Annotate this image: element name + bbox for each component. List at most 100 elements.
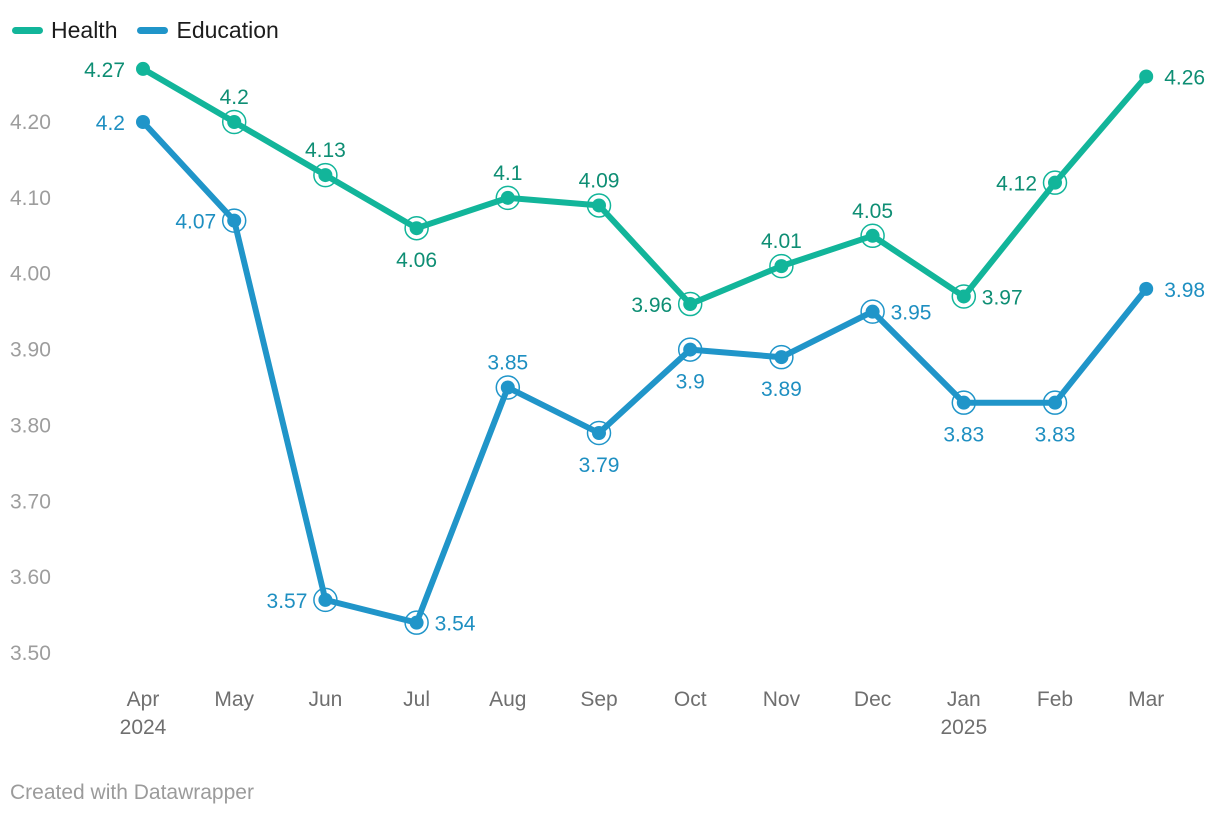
health-point [318, 168, 333, 183]
x-axis-tick-label: Jan [947, 688, 981, 711]
education-value-label: 4.2 [96, 112, 125, 135]
education-point-ring [677, 337, 703, 362]
x-axis-tick-label: Jul [403, 688, 430, 711]
health-point [1048, 175, 1062, 190]
education-value-label: 4.07 [175, 211, 216, 234]
education-point [500, 380, 515, 395]
health-point [592, 198, 606, 213]
x-axis-tick-label: Oct [674, 688, 707, 711]
health-point [865, 228, 880, 243]
y-axis-tick-label: 3.80 [10, 414, 51, 437]
legend-item-education: Education [137, 17, 279, 43]
health-value-label: 4.06 [396, 249, 437, 272]
education-value-label: 3.79 [579, 454, 620, 477]
health-point [774, 259, 789, 274]
health-value-label: 4.2 [220, 86, 249, 109]
health-value-label: 4.09 [579, 169, 620, 192]
y-axis-tick-label: 3.60 [10, 566, 51, 589]
y-axis-tick-label: 4.00 [10, 263, 51, 286]
education-value-label: 3.89 [761, 378, 802, 401]
y-axis-tick-label: 3.70 [10, 490, 51, 513]
education-value-label: 3.83 [943, 424, 984, 447]
education-point-ring [586, 420, 612, 446]
health-point [500, 190, 515, 205]
health-value-label: 4.27 [84, 59, 125, 82]
x-axis-tick-label: Dec [854, 688, 891, 711]
health-point-ring [404, 215, 429, 241]
health-point-ring [769, 253, 794, 279]
health-point-ring [586, 193, 612, 218]
education-value-label: 3.98 [1164, 279, 1205, 302]
legend-label-health: Health [51, 17, 118, 43]
education-line-swatch [137, 27, 169, 34]
health-point-ring [860, 223, 885, 249]
health-point [956, 289, 971, 304]
health-point [227, 115, 242, 129]
education-value-label: 3.95 [891, 302, 932, 325]
health-point [409, 221, 424, 236]
education-point [592, 426, 606, 441]
education-point-ring [951, 390, 977, 415]
education-point-ring [769, 344, 794, 370]
education-value-label: 3.85 [487, 351, 528, 374]
x-axis-tick-label: Feb [1037, 688, 1073, 711]
education-point-ring [404, 610, 429, 635]
x-axis-year-label: 2025 [940, 716, 987, 739]
education-point [136, 115, 150, 129]
y-axis-tick-label: 4.20 [10, 111, 51, 134]
y-axis-tick-label: 3.90 [10, 339, 51, 362]
health-point-ring [495, 185, 521, 211]
education-point [318, 592, 333, 607]
health-line-swatch [12, 27, 43, 34]
health-value-label: 4.12 [996, 173, 1037, 196]
health-value-label: 3.97 [982, 286, 1023, 309]
legend: Health Education [12, 19, 279, 42]
health-point [683, 297, 698, 312]
education-point [409, 615, 424, 630]
health-point-ring [951, 284, 977, 309]
health-point-ring [221, 109, 247, 135]
education-point [774, 350, 789, 365]
education-value-label: 3.54 [435, 613, 476, 636]
x-axis-year-label: 2024 [120, 716, 167, 739]
education-point-ring [313, 587, 338, 613]
education-point [683, 342, 698, 357]
health-value-label: 3.96 [631, 294, 672, 317]
education-value-label: 3.57 [267, 590, 308, 613]
education-point [1048, 395, 1062, 410]
education-point-ring [860, 299, 885, 324]
health-value-label: 4.05 [852, 200, 893, 223]
health-line [140, 65, 1150, 308]
x-axis-tick-label: May [214, 688, 254, 711]
education-point [956, 395, 971, 410]
legend-item-health: Health [12, 19, 117, 42]
education-point [865, 304, 880, 319]
education-point [1139, 281, 1154, 296]
education-point-ring [221, 208, 247, 233]
education-point-ring [495, 375, 521, 400]
education-value-label: 3.83 [1035, 424, 1076, 447]
health-point-ring [677, 291, 703, 317]
health-value-label: 4.26 [1164, 66, 1205, 89]
health-point-ring [1042, 170, 1068, 195]
y-axis-tick-label: 4.10 [10, 187, 51, 210]
x-axis-tick-label: Sep [580, 688, 617, 711]
education-value-label: 3.9 [676, 371, 705, 394]
health-value-label: 4.13 [305, 139, 346, 162]
x-axis-tick-label: Nov [763, 688, 801, 711]
health-point [1139, 69, 1154, 84]
x-axis-tick-label: Apr [127, 688, 160, 711]
health-point [136, 61, 150, 76]
attribution-text: Created with Datawrapper [10, 781, 254, 804]
x-axis-tick-label: Jun [308, 688, 342, 711]
education-line [140, 119, 1150, 626]
x-axis-tick-label: Aug [489, 688, 526, 711]
health-value-label: 4.1 [493, 162, 522, 185]
health-point-ring [313, 162, 338, 188]
x-axis-tick-label: Mar [1128, 688, 1164, 711]
education-point-ring [1042, 390, 1068, 415]
education-point [227, 213, 242, 228]
legend-label-education: Education [176, 17, 279, 43]
